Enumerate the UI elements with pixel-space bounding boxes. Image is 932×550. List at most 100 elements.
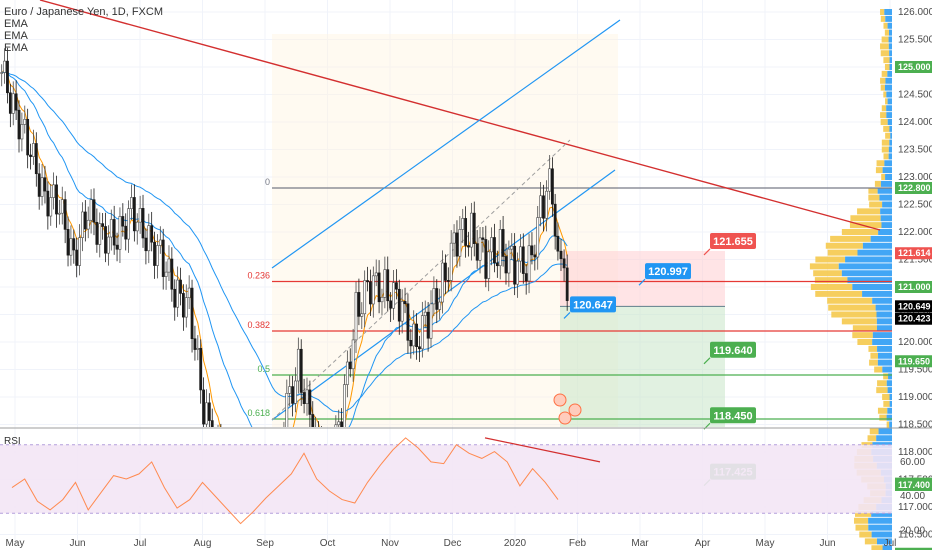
- volume-bar: [884, 64, 890, 70]
- candle-body: [205, 402, 208, 425]
- event-icon: [568, 403, 582, 417]
- volume-bar: [878, 229, 892, 235]
- time-tick: 2020: [504, 538, 527, 549]
- channel-upper: [271, 19, 621, 269]
- candle-body: [513, 245, 517, 285]
- volume-bar: [886, 414, 892, 421]
- volume-bar: [889, 57, 892, 64]
- candle-body: [501, 229, 505, 257]
- volume-bar: [890, 132, 892, 139]
- volume-bar: [852, 284, 892, 290]
- volume-bar: [877, 407, 888, 414]
- candle-body: [69, 238, 73, 256]
- volume-bar: [888, 36, 892, 43]
- price-tag-text: 120.649: [898, 301, 931, 311]
- candle-body: [357, 292, 361, 317]
- volume-bar: [887, 407, 892, 414]
- ema-label[interactable]: EMA: [4, 42, 28, 54]
- volume-bar: [827, 249, 858, 256]
- candle-body: [81, 211, 84, 238]
- candle-body: [487, 251, 491, 279]
- volume-bar: [869, 428, 879, 435]
- volume-bar: [869, 359, 878, 366]
- volume-bar: [875, 167, 883, 174]
- symbol-title[interactable]: Euro / Japanese Yen, 1D, FXCM: [4, 6, 163, 18]
- candle-body: [156, 245, 159, 266]
- candle-body: [144, 237, 148, 252]
- candle-body: [348, 361, 352, 370]
- volume-bar: [825, 242, 863, 249]
- candle-body: [498, 229, 502, 267]
- candle-body: [490, 237, 493, 253]
- volume-bar: [879, 414, 887, 421]
- volume-bar: [875, 304, 892, 311]
- candle-body: [351, 339, 355, 370]
- price-tag-box: [895, 247, 932, 260]
- candle-body: [340, 421, 344, 427]
- price-tick: 124.500: [898, 90, 932, 101]
- candle-body: [127, 208, 130, 240]
- volume-bar: [850, 215, 881, 222]
- volume-bar: [888, 43, 892, 50]
- candle-body: [507, 248, 511, 274]
- volume-bar: [883, 57, 890, 64]
- volume-bar: [809, 263, 839, 270]
- candle-body: [17, 109, 21, 140]
- candle-body: [202, 389, 205, 425]
- candle-body: [135, 221, 139, 232]
- volume-bar: [886, 421, 890, 428]
- target-value: 121.655: [713, 236, 753, 248]
- volume-bar: [872, 297, 892, 304]
- volume-bar: [828, 304, 876, 311]
- candle-body: [423, 311, 427, 316]
- candle-body: [475, 243, 479, 261]
- candle-body: [164, 271, 168, 277]
- rsi-label[interactable]: RSI: [4, 436, 21, 447]
- volume-bar: [881, 146, 889, 153]
- candle-body: [533, 254, 537, 258]
- volume-bar: [880, 208, 892, 215]
- candle-body: [397, 288, 401, 322]
- volume-bar: [857, 208, 881, 215]
- volume-bar: [883, 125, 890, 132]
- ema-label[interactable]: EMA: [4, 30, 28, 42]
- volume-bar: [838, 263, 892, 270]
- candle-body: [438, 301, 442, 310]
- candle-body: [3, 60, 6, 73]
- candle-body: [380, 297, 384, 303]
- candle-body: [170, 258, 174, 290]
- price-tick: 122.500: [898, 200, 932, 211]
- candle-body: [291, 386, 294, 404]
- trendlines: [39, 0, 881, 421]
- volume-bar: [887, 70, 892, 77]
- volume-bar: [868, 345, 878, 352]
- time-axis[interactable]: May Jun Jul Aug Sep Oct Nov Dec 2020 Feb Mar Apr May…: [6, 538, 897, 549]
- time-tick: May: [6, 538, 25, 549]
- price-tag-box: [895, 479, 932, 491]
- volume-bar: [880, 50, 890, 57]
- candle-body: [553, 203, 557, 237]
- candle-body: [481, 237, 485, 240]
- price-tag-text: 117.400: [898, 480, 930, 490]
- volume-bar: [874, 366, 883, 373]
- target-value: 119.640: [713, 345, 752, 357]
- candle-body: [66, 229, 70, 256]
- candle-body: [181, 293, 185, 318]
- ema-label[interactable]: EMA: [4, 18, 28, 30]
- candle-body: [444, 262, 447, 281]
- candle-body: [6, 60, 9, 94]
- candle-body: [83, 211, 87, 230]
- time-tick: Feb: [569, 538, 587, 549]
- candle-body: [559, 250, 563, 260]
- candle-body: [296, 348, 300, 382]
- candle-body: [124, 225, 128, 240]
- candle-body: [55, 184, 58, 215]
- time-tick: Jul: [134, 538, 147, 549]
- candle-body: [527, 245, 531, 282]
- candle-body: [449, 242, 453, 281]
- event-icons[interactable]: [553, 393, 582, 425]
- candle-body: [89, 199, 93, 221]
- event-icon: [558, 411, 572, 425]
- candle-body: [299, 348, 303, 393]
